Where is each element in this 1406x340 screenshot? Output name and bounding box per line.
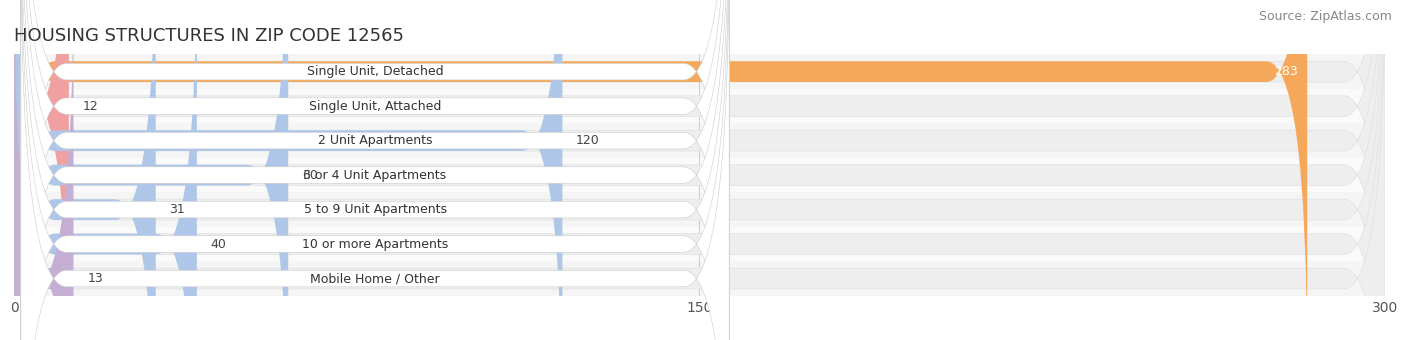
Text: 2 Unit Apartments: 2 Unit Apartments: [318, 134, 432, 147]
Bar: [14, 261, 1385, 296]
FancyBboxPatch shape: [14, 0, 197, 340]
Text: Mobile Home / Other: Mobile Home / Other: [311, 272, 440, 285]
FancyBboxPatch shape: [14, 0, 1385, 340]
FancyBboxPatch shape: [14, 0, 288, 340]
Text: 5 to 9 Unit Apartments: 5 to 9 Unit Apartments: [304, 203, 447, 216]
Text: Source: ZipAtlas.com: Source: ZipAtlas.com: [1258, 10, 1392, 23]
Text: 40: 40: [211, 238, 226, 251]
FancyBboxPatch shape: [14, 0, 1308, 340]
FancyBboxPatch shape: [14, 0, 73, 340]
FancyBboxPatch shape: [21, 0, 730, 340]
FancyBboxPatch shape: [14, 0, 562, 340]
Text: 3 or 4 Unit Apartments: 3 or 4 Unit Apartments: [304, 169, 447, 182]
Bar: [14, 89, 1385, 123]
Bar: [14, 158, 1385, 192]
FancyBboxPatch shape: [14, 0, 1385, 340]
Bar: [14, 192, 1385, 227]
Text: Single Unit, Attached: Single Unit, Attached: [309, 100, 441, 113]
FancyBboxPatch shape: [14, 0, 1385, 340]
FancyBboxPatch shape: [14, 0, 1385, 340]
Text: 12: 12: [83, 100, 98, 113]
Bar: [14, 123, 1385, 158]
Text: 13: 13: [87, 272, 103, 285]
Text: 31: 31: [170, 203, 186, 216]
Bar: [14, 227, 1385, 261]
FancyBboxPatch shape: [14, 0, 1385, 340]
FancyBboxPatch shape: [21, 0, 730, 340]
FancyBboxPatch shape: [14, 0, 69, 340]
FancyBboxPatch shape: [21, 0, 730, 340]
FancyBboxPatch shape: [21, 0, 730, 340]
Text: Single Unit, Detached: Single Unit, Detached: [307, 65, 443, 78]
FancyBboxPatch shape: [14, 0, 1385, 340]
Text: 283: 283: [1274, 65, 1298, 78]
FancyBboxPatch shape: [21, 0, 730, 340]
FancyBboxPatch shape: [21, 0, 730, 340]
Text: HOUSING STRUCTURES IN ZIP CODE 12565: HOUSING STRUCTURES IN ZIP CODE 12565: [14, 27, 404, 45]
FancyBboxPatch shape: [14, 0, 1385, 340]
Bar: [14, 54, 1385, 89]
Text: 60: 60: [302, 169, 318, 182]
FancyBboxPatch shape: [21, 0, 730, 340]
Text: 120: 120: [576, 134, 600, 147]
FancyBboxPatch shape: [14, 0, 156, 340]
Text: 10 or more Apartments: 10 or more Apartments: [302, 238, 449, 251]
